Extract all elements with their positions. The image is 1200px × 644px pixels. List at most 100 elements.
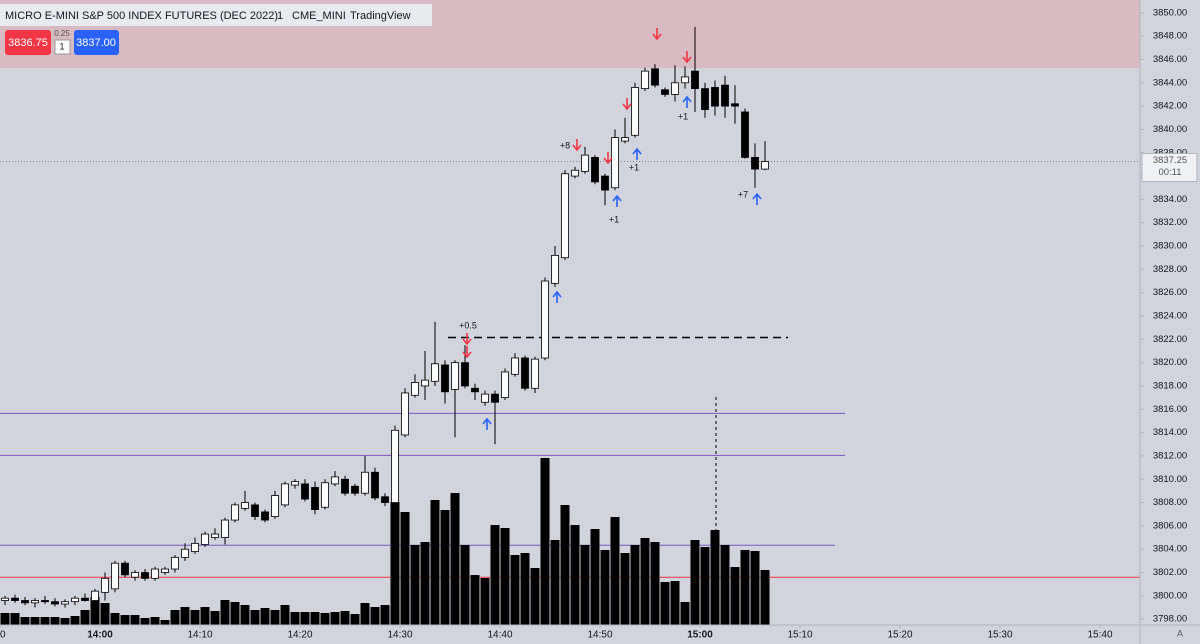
volume-bar xyxy=(760,570,770,625)
volume-bar xyxy=(600,550,610,625)
y-tick-label: 3804.00 xyxy=(1153,544,1187,555)
volume-bar xyxy=(580,545,590,625)
candle-body xyxy=(251,504,259,517)
candle-body xyxy=(681,76,689,84)
y-tick-label: 3800.00 xyxy=(1153,590,1187,601)
volume-bar xyxy=(360,603,370,625)
candle-body xyxy=(391,429,399,503)
sell-arrow xyxy=(622,98,632,111)
candle-body xyxy=(261,511,269,521)
candle-body xyxy=(611,137,619,189)
signal-arrows xyxy=(462,28,762,430)
volume-bar xyxy=(160,620,170,625)
volume-bar xyxy=(150,617,160,625)
y-tick-label: 3848.00 xyxy=(1153,31,1187,42)
y-tick-label: 3838.00 xyxy=(1153,147,1187,158)
candle-body xyxy=(711,87,719,107)
volume-bar xyxy=(10,613,20,625)
candle-body xyxy=(331,476,339,485)
volume-bar xyxy=(300,612,310,625)
exchange: CME_MINI xyxy=(292,10,346,22)
candle-body xyxy=(291,481,299,486)
annotation: +1 xyxy=(629,162,639,172)
volume-bar xyxy=(730,567,740,625)
volume-bar xyxy=(140,618,150,625)
candle-body xyxy=(91,590,99,601)
volume-bar xyxy=(130,615,140,625)
candle-body xyxy=(141,572,149,579)
volume-bar xyxy=(490,525,500,625)
candle-body xyxy=(701,88,709,111)
candle-body xyxy=(621,137,629,142)
volume-bar xyxy=(370,607,380,625)
y-tick-label: 3816.00 xyxy=(1153,404,1187,415)
sell-price[interactable]: 3836.75 xyxy=(8,37,48,49)
volume-bar xyxy=(230,602,240,625)
volume-bar xyxy=(460,545,470,625)
qty-box[interactable] xyxy=(54,39,71,55)
candle-body xyxy=(731,103,739,107)
source: TradingView xyxy=(350,10,411,22)
candle-body xyxy=(151,568,159,579)
candle-body xyxy=(671,82,679,95)
volume-bar xyxy=(670,581,680,625)
sell-arrow xyxy=(603,152,613,165)
candle-body xyxy=(641,70,649,90)
volume-bar xyxy=(390,502,400,625)
candle-body xyxy=(441,364,449,393)
volume-bar xyxy=(710,530,720,625)
scale-mode[interactable]: A xyxy=(1177,628,1183,638)
volume-bar xyxy=(60,618,70,625)
volume-bar xyxy=(440,510,450,625)
y-tick-label: 3850.00 xyxy=(1153,7,1187,18)
candle-body xyxy=(121,562,129,576)
candle-body xyxy=(101,577,109,593)
candle-body xyxy=(501,371,509,399)
candle-body xyxy=(531,358,539,389)
volume-bar xyxy=(540,458,550,625)
annotation: +1 xyxy=(609,214,619,224)
candle-body xyxy=(581,154,589,172)
volume-bar xyxy=(450,493,460,625)
candle-body xyxy=(181,548,189,558)
x-tick-label: 14:50 xyxy=(587,630,612,641)
sell-arrow xyxy=(682,51,692,64)
candle-body xyxy=(351,485,359,494)
y-tick-label: 3810.00 xyxy=(1153,474,1187,485)
sell-arrow xyxy=(462,346,472,359)
y-tick-label: 3830.00 xyxy=(1153,241,1187,252)
volume-bar xyxy=(700,547,710,625)
x-tick-label: 15:10 xyxy=(787,630,812,641)
annotation: +7 xyxy=(738,189,748,199)
candle-body xyxy=(11,597,19,601)
x-tick-label: 14:00 xyxy=(87,630,113,641)
candle-body xyxy=(311,487,319,510)
candle-body xyxy=(51,601,59,605)
candle-body xyxy=(81,597,89,601)
qty[interactable]: 1 xyxy=(59,41,64,51)
buy-price[interactable]: 3837.00 xyxy=(76,37,116,49)
buy-arrow xyxy=(682,95,692,108)
candle-body xyxy=(321,482,329,508)
volume-bar xyxy=(330,612,340,625)
volume-bar xyxy=(110,613,120,625)
sell-button[interactable] xyxy=(5,30,51,55)
candle-body xyxy=(211,533,219,538)
candle-body xyxy=(521,357,529,389)
y-tick-label: 3802.00 xyxy=(1153,567,1187,578)
y-tick-label: 3840.00 xyxy=(1153,124,1187,135)
plot-area xyxy=(0,0,1140,625)
x-tick-label: 14:10 xyxy=(187,630,212,641)
x-tick-label: 50 xyxy=(0,630,6,641)
y-tick-label: 3798.00 xyxy=(1153,614,1187,625)
candle-body xyxy=(431,363,439,382)
volume-bar xyxy=(200,607,210,625)
volume-bar xyxy=(320,613,330,625)
candle-body xyxy=(481,393,489,403)
buy-button[interactable] xyxy=(74,30,119,55)
sell-arrow xyxy=(572,139,582,152)
candle-body xyxy=(231,504,239,521)
candle-body xyxy=(691,70,699,90)
volume-bar xyxy=(280,605,290,625)
